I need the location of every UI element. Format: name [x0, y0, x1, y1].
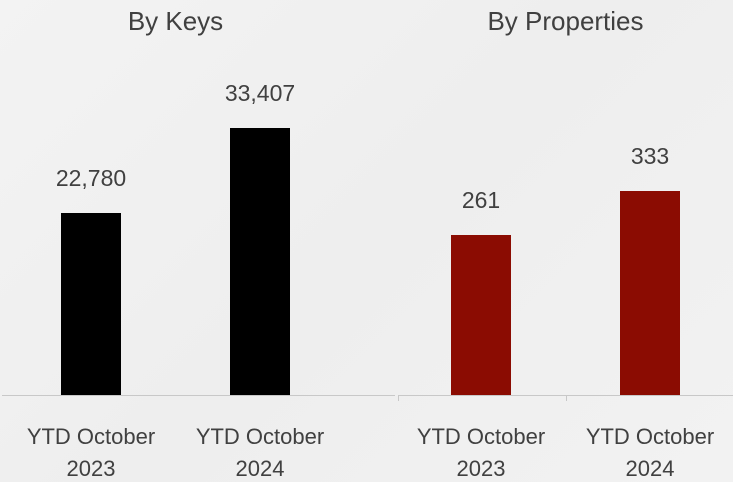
axis-tick: [565, 395, 567, 401]
data-label: 333: [630, 143, 670, 169]
axis-tick: [398, 395, 399, 401]
bar: [620, 191, 680, 395]
x-tick-label: YTD October 2023: [416, 424, 546, 481]
bar: [230, 128, 290, 395]
bar: [451, 235, 511, 395]
chart-title: By Keys: [127, 6, 224, 36]
x-tick-label: YTD October 2023: [26, 424, 156, 481]
data-label: 261: [461, 187, 501, 214]
x-tick-label: YTD October 2024: [585, 424, 715, 481]
data-label: 33,407: [224, 80, 296, 106]
x-tick-label: YTD October 2024: [195, 424, 325, 481]
bar: [61, 212, 121, 395]
chart-title: By Properties: [487, 6, 644, 36]
data-label: 22,780: [55, 164, 127, 191]
baseline: [2, 395, 395, 396]
